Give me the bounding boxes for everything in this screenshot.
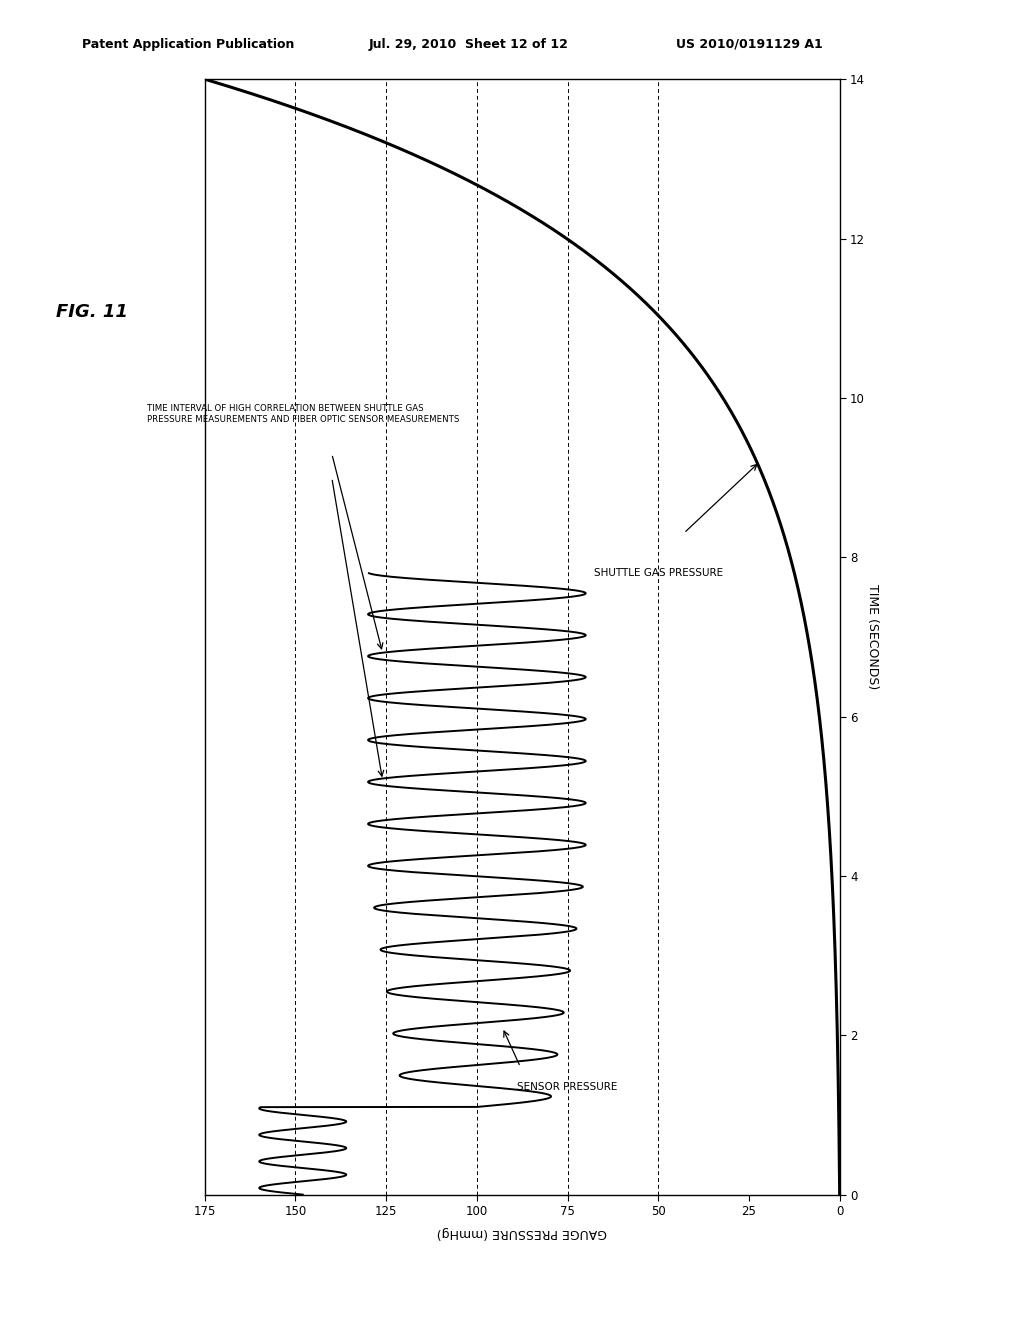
X-axis label: GAUGE PRESSURE (mmHg): GAUGE PRESSURE (mmHg): [437, 1226, 607, 1239]
Text: SENSOR PRESSURE: SENSOR PRESSURE: [517, 1082, 617, 1092]
Text: SHUTTLE GAS PRESSURE: SHUTTLE GAS PRESSURE: [594, 568, 723, 578]
Y-axis label: TIME (SECONDS): TIME (SECONDS): [866, 585, 879, 689]
Text: FIG. 11: FIG. 11: [56, 302, 128, 321]
Text: TIME INTERVAL OF HIGH CORRELATION BETWEEN SHUTTLE GAS
PRESSURE MEASUREMENTS AND : TIME INTERVAL OF HIGH CORRELATION BETWEE…: [146, 404, 459, 424]
Text: Patent Application Publication: Patent Application Publication: [82, 37, 294, 50]
Text: US 2010/0191129 A1: US 2010/0191129 A1: [676, 37, 822, 50]
Text: Jul. 29, 2010  Sheet 12 of 12: Jul. 29, 2010 Sheet 12 of 12: [369, 37, 568, 50]
